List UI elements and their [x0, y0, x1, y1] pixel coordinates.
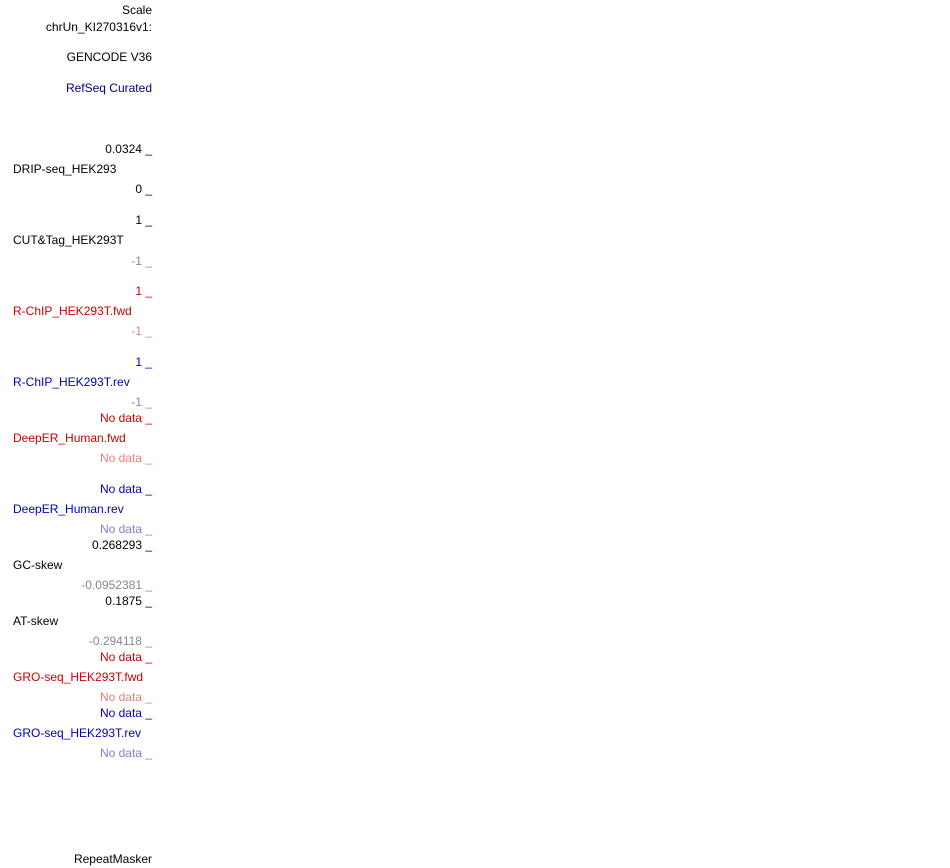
track-label[interactable]: DRIP-seq_HEK293: [13, 162, 117, 176]
axis-min-label: -0.0952381 _: [81, 578, 152, 592]
axis-min-label: -1 _: [131, 395, 152, 409]
axis-max-label: 1 _: [135, 355, 152, 369]
track-label[interactable]: GENCODE V36: [66, 50, 152, 64]
track-label[interactable]: CUT&Tag_HEK293T: [13, 233, 124, 247]
track-label[interactable]: GRO-seq_HEK293T.fwd: [13, 670, 144, 684]
axis-max-label: No data _: [99, 482, 152, 496]
axis-max-label: 0.1875 _: [105, 594, 152, 608]
track-label[interactable]: R-ChIP_HEK293T.rev: [13, 375, 130, 389]
axis-max-label: No data _: [99, 706, 152, 720]
axis-min-label: No data _: [99, 746, 152, 760]
axis-min-label: No data _: [99, 522, 152, 536]
track-label[interactable]: RefSeq Curated: [65, 81, 152, 95]
track-label[interactable]: GC-skew: [13, 558, 63, 572]
axis-min-label: -1 _: [131, 254, 152, 268]
track-label[interactable]: DeepER_Human.rev: [13, 502, 124, 516]
scale-label: Scale: [121, 3, 152, 17]
chrom-label[interactable]: chrUn_KI270316v1:: [45, 20, 152, 34]
track-label[interactable]: AT-skew: [13, 614, 59, 628]
axis-min-label: No data _: [99, 690, 152, 704]
track-label[interactable]: GRO-seq_HEK293T.rev: [13, 726, 142, 740]
track-label[interactable]: DeepER_Human.fwd: [13, 431, 126, 445]
axis-min-label: -0.294118 _: [88, 634, 152, 648]
axis-max-label: 1 _: [135, 284, 152, 298]
axis-min-label: -1 _: [131, 324, 152, 338]
axis-min-label: No data _: [99, 451, 152, 465]
axis-max-label: 0.0324 _: [105, 142, 152, 156]
axis-min-label: 0 _: [135, 182, 152, 196]
axis-max-label: 0.268293 _: [91, 538, 152, 552]
track-label[interactable]: R-ChIP_HEK293T.fwd: [13, 304, 132, 318]
axis-max-label: No data _: [99, 650, 152, 664]
track-label[interactable]: RepeatMasker: [73, 852, 152, 866]
axis-max-label: 1 _: [135, 213, 152, 227]
axis-max-label: No data _: [99, 411, 152, 425]
